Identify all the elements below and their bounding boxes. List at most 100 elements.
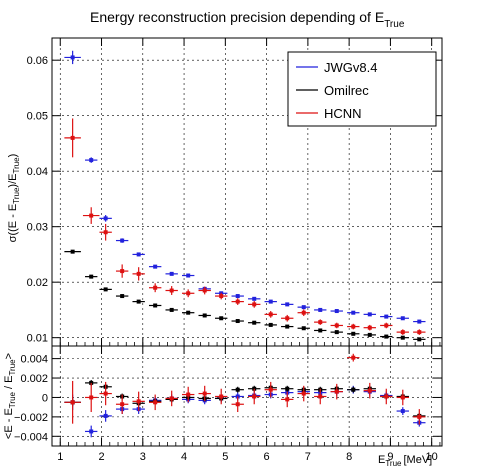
top-point-omilrec-4 bbox=[132, 299, 145, 304]
top-point-omilrec-14 bbox=[297, 326, 310, 331]
top-point-jwgv8-4-21 bbox=[413, 319, 426, 324]
top-point-omilrec-19 bbox=[380, 334, 393, 339]
legend-box bbox=[287, 51, 437, 127]
top-point-omilrec-17 bbox=[347, 331, 360, 336]
top-point-jwgv8-4-2 bbox=[99, 215, 112, 222]
x-tick-label-8: 8 bbox=[346, 451, 352, 463]
top-point-omilrec-8 bbox=[198, 313, 211, 318]
top-point-hcnn-14 bbox=[297, 309, 310, 317]
top-point-jwgv8-4-12 bbox=[264, 299, 277, 304]
top-point-hcnn-8 bbox=[198, 286, 211, 295]
top-point-jwgv8-4-13 bbox=[281, 302, 294, 307]
top-y-tick-label-3: 0.04 bbox=[27, 166, 48, 178]
x-axis-label: ETrue [MeV] bbox=[378, 454, 432, 468]
legend: JWGv8.4 Omilrec HCNN bbox=[287, 51, 437, 127]
top-point-jwgv8-4-20 bbox=[396, 316, 409, 321]
top-point-hcnn-12 bbox=[264, 311, 277, 318]
x-tick-label-7: 7 bbox=[305, 451, 311, 463]
top-point-hcnn-5 bbox=[148, 283, 162, 293]
x-tick-label-4: 4 bbox=[181, 451, 187, 463]
top-point-omilrec-15 bbox=[314, 328, 327, 333]
top-point-hcnn-18 bbox=[363, 324, 376, 331]
bottom-point-hcnn-6 bbox=[165, 390, 178, 407]
top-point-jwgv8-4-18 bbox=[363, 312, 376, 317]
bottom-y-tick-label-4: 0.004 bbox=[20, 354, 48, 366]
x-tick-label-6: 6 bbox=[264, 451, 270, 463]
top-point-hcnn-9 bbox=[215, 292, 228, 300]
top-point-jwgv8-4-1 bbox=[85, 157, 98, 163]
top-point-hcnn-17 bbox=[347, 323, 360, 330]
bottom-point-hcnn-21 bbox=[413, 409, 426, 425]
top-point-hcnn-10 bbox=[231, 298, 244, 305]
x-tick-label-10: 10 bbox=[426, 451, 438, 463]
bottom-point-hcnn-17 bbox=[347, 353, 360, 362]
top-y-tick-label-5: 0.06 bbox=[27, 55, 48, 67]
top-point-omilrec-1 bbox=[85, 274, 98, 279]
top-point-hcnn-2 bbox=[99, 223, 112, 241]
bottom-point-jwgv8-4-2 bbox=[99, 410, 112, 422]
bottom-point-omilrec-17 bbox=[347, 386, 360, 393]
top-point-hcnn-11 bbox=[248, 301, 261, 308]
bottom-point-hcnn-5 bbox=[148, 394, 162, 411]
bottom-point-hcnn-4 bbox=[132, 391, 145, 412]
top-point-jwgv8-4-6 bbox=[165, 271, 178, 276]
top-point-omilrec-18 bbox=[363, 332, 376, 337]
chart-title: Energy reconstruction precision dependin… bbox=[90, 9, 405, 30]
bottom-point-jwgv8-4-1 bbox=[85, 425, 98, 438]
top-point-omilrec-16 bbox=[330, 330, 343, 335]
top-point-omilrec-11 bbox=[248, 320, 261, 325]
top-point-hcnn-4 bbox=[132, 267, 145, 281]
top-point-jwgv8-4-17 bbox=[347, 310, 360, 315]
top-point-omilrec-2 bbox=[99, 287, 112, 292]
top-point-omilrec-9 bbox=[215, 316, 228, 321]
x-tick-label-2: 2 bbox=[98, 451, 104, 463]
bottom-point-hcnn-10 bbox=[231, 396, 244, 413]
top-point-jwgv8-4-11 bbox=[248, 296, 261, 301]
x-tick-label-1: 1 bbox=[57, 451, 63, 463]
x-tick-label-5: 5 bbox=[222, 451, 228, 463]
bottom-point-hcnn-20 bbox=[396, 389, 409, 406]
top-y-tick-label-1: 0.02 bbox=[27, 277, 48, 289]
bottom-series-layer bbox=[64, 353, 426, 438]
top-point-omilrec-13 bbox=[281, 324, 294, 329]
top-y-tick-label-0: 0.01 bbox=[27, 333, 48, 345]
top-point-omilrec-6 bbox=[165, 307, 178, 312]
top-point-hcnn-21 bbox=[413, 329, 426, 335]
top-point-hcnn-19 bbox=[380, 322, 393, 329]
x-tick-label-9: 9 bbox=[387, 451, 393, 463]
bottom-y-tick-label-3: 0.002 bbox=[20, 373, 48, 385]
bottom-point-hcnn-12 bbox=[264, 381, 277, 398]
bottom-point-hcnn-3 bbox=[115, 394, 129, 414]
top-point-hcnn-16 bbox=[330, 322, 343, 329]
top-point-jwgv8-4-7 bbox=[182, 273, 195, 278]
top-point-jwgv8-4-3 bbox=[115, 238, 129, 243]
top-point-jwgv8-4-16 bbox=[330, 309, 343, 314]
legend-label-hcnn: HCNN bbox=[324, 106, 362, 121]
top-point-jwgv8-4-14 bbox=[297, 305, 310, 310]
bottom-y-axis-label: <E - ETrue / ETrue> bbox=[3, 353, 17, 439]
top-point-hcnn-0 bbox=[64, 118, 81, 158]
x-tick-label-3: 3 bbox=[140, 451, 146, 463]
top-point-hcnn-1 bbox=[82, 207, 100, 224]
bottom-y-tick-label-2: 0 bbox=[42, 392, 48, 404]
bottom-point-hcnn-18 bbox=[363, 382, 376, 399]
bottom-point-hcnn-11 bbox=[248, 388, 261, 405]
top-point-omilrec-7 bbox=[182, 310, 195, 315]
top-point-jwgv8-4-10 bbox=[231, 294, 244, 299]
bottom-y-tick-label-0: −0.004 bbox=[14, 431, 48, 443]
bottom-point-hcnn-14 bbox=[297, 385, 310, 402]
top-point-jwgv8-4-0 bbox=[64, 50, 81, 65]
top-point-hcnn-3 bbox=[115, 264, 129, 278]
bottom-point-hcnn-9 bbox=[215, 388, 228, 405]
bottom-point-hcnn-7 bbox=[182, 386, 195, 403]
bottom-point-hcnn-0 bbox=[64, 380, 81, 424]
bottom-y-tick-label-1: −0.002 bbox=[14, 412, 48, 424]
bottom-point-hcnn-15 bbox=[314, 388, 327, 405]
top-y-axis-label: σ((E - ETrue)/ETrue) bbox=[7, 154, 21, 243]
top-point-hcnn-6 bbox=[165, 286, 178, 295]
bottom-plot-frame bbox=[51, 345, 443, 447]
top-point-omilrec-20 bbox=[396, 335, 409, 340]
legend-label-jwg: JWGv8.4 bbox=[324, 60, 377, 75]
top-y-tick-label-4: 0.05 bbox=[27, 111, 48, 123]
